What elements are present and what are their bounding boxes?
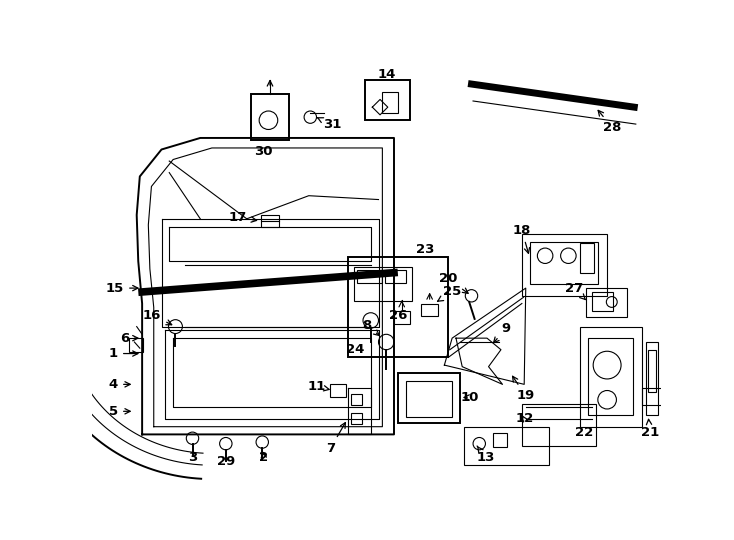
Bar — [382, 92, 398, 113]
Bar — [588, 338, 633, 415]
Text: 9: 9 — [494, 322, 511, 343]
Bar — [354, 267, 412, 301]
Text: 23: 23 — [416, 243, 435, 256]
Text: 1: 1 — [109, 347, 138, 360]
Bar — [406, 381, 452, 417]
Text: 29: 29 — [217, 455, 235, 468]
Text: 2: 2 — [259, 451, 269, 464]
Bar — [385, 269, 407, 284]
Text: 5: 5 — [109, 405, 130, 418]
Text: 6: 6 — [120, 332, 138, 345]
Text: 13: 13 — [476, 446, 495, 464]
Text: 14: 14 — [378, 68, 396, 80]
Text: 24: 24 — [346, 343, 365, 356]
Bar — [646, 342, 658, 415]
Bar — [129, 338, 143, 352]
Text: 26: 26 — [389, 308, 407, 321]
Bar — [592, 292, 614, 311]
Bar — [352, 394, 362, 405]
Text: 4: 4 — [109, 378, 130, 391]
Text: 18: 18 — [512, 224, 531, 253]
Text: 20: 20 — [439, 272, 468, 293]
Text: 19: 19 — [512, 376, 535, 402]
Text: 31: 31 — [317, 118, 341, 131]
Bar — [522, 403, 595, 446]
Text: 12: 12 — [515, 413, 534, 426]
Text: 30: 30 — [255, 145, 273, 158]
Text: 28: 28 — [598, 110, 622, 134]
Text: 27: 27 — [564, 281, 586, 300]
Text: 17: 17 — [228, 211, 257, 224]
Text: 25: 25 — [437, 286, 461, 301]
Bar — [330, 384, 346, 397]
Bar — [648, 350, 656, 392]
Bar — [250, 94, 289, 140]
Bar — [586, 288, 627, 318]
Bar — [352, 413, 362, 423]
Bar — [580, 244, 594, 273]
Text: 22: 22 — [575, 427, 593, 440]
Bar — [394, 311, 410, 323]
Bar — [493, 433, 507, 447]
Text: 21: 21 — [641, 419, 659, 440]
Bar — [522, 234, 607, 296]
Bar — [642, 388, 662, 405]
Bar — [530, 242, 597, 284]
Bar — [580, 327, 642, 427]
Bar — [421, 303, 438, 316]
Bar — [464, 427, 549, 465]
Text: 3: 3 — [188, 451, 197, 464]
Bar — [365, 80, 410, 120]
Text: 11: 11 — [308, 380, 329, 393]
Text: 7: 7 — [326, 423, 346, 455]
Bar — [357, 269, 382, 284]
Text: 10: 10 — [461, 391, 479, 404]
Text: 8: 8 — [363, 319, 379, 335]
Bar — [347, 257, 448, 357]
Bar — [261, 215, 280, 227]
Text: 15: 15 — [106, 281, 138, 295]
Bar — [398, 373, 460, 423]
Text: 16: 16 — [143, 308, 172, 325]
